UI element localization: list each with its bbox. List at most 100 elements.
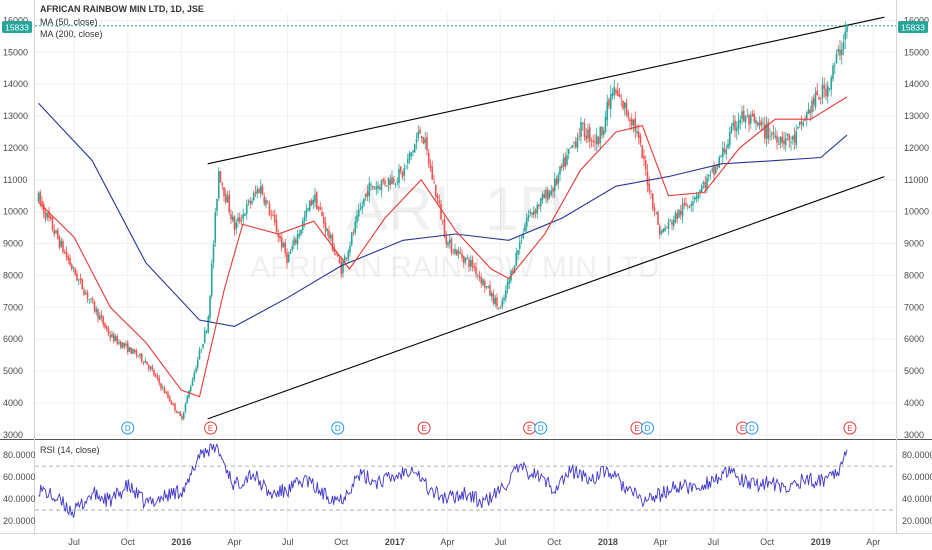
- candle-body: [482, 279, 484, 286]
- candle-body: [328, 230, 330, 239]
- candle-body: [168, 396, 171, 402]
- earnings-marker[interactable]: E: [204, 421, 218, 435]
- legend-rsi[interactable]: RSI (14, close): [40, 445, 100, 455]
- candle-body: [765, 123, 768, 140]
- event-marker-label: E: [634, 424, 639, 433]
- rsi-axis-right[interactable]: 20.0000 40.0000 60.0000 80.0000: [902, 450, 932, 526]
- candle-body: [487, 285, 490, 288]
- candle-body: [359, 208, 362, 210]
- candle-body: [818, 97, 820, 100]
- dividend-marker[interactable]: D: [641, 421, 654, 435]
- earnings-marker[interactable]: E: [523, 421, 537, 435]
- trend-lines[interactable]: [207, 16, 885, 420]
- rsi-axis-left[interactable]: 20.0000 40.0000 60.0000 80.0000: [3, 450, 36, 526]
- candle-body: [739, 119, 742, 123]
- candle-body: [620, 98, 623, 99]
- candle-body: [104, 323, 106, 328]
- candle-body: [560, 165, 563, 168]
- price-axis-right[interactable]: 3000 4000 5000 6000 7000 8000 9000 10000 11000 12…: [904, 15, 929, 439]
- candle-body: [595, 135, 598, 145]
- rsi-tick-label: 60.0000: [902, 472, 932, 482]
- candle-body: [373, 188, 376, 190]
- candle-body: [123, 342, 126, 347]
- candle-body: [791, 136, 794, 140]
- candle-body: [63, 252, 66, 254]
- candle-body: [552, 188, 554, 192]
- candle-body: [737, 120, 740, 129]
- dividend-marker[interactable]: D: [745, 421, 759, 435]
- candle-body: [321, 211, 323, 217]
- rsi-bands: [35, 465, 896, 511]
- candle-body: [697, 194, 700, 198]
- candle-body: [86, 291, 89, 299]
- candle-body: [345, 257, 348, 259]
- candle-body: [317, 207, 320, 209]
- candle-body: [623, 102, 626, 108]
- candle-body: [564, 156, 567, 167]
- candle-body: [81, 278, 84, 289]
- price-tick-label: 11000: [904, 175, 928, 185]
- time-tick-label: Jul: [495, 537, 507, 547]
- dividend-marker[interactable]: D: [534, 421, 548, 435]
- candle-body: [651, 193, 654, 209]
- candle-body: [356, 215, 358, 223]
- candle-body: [314, 194, 316, 203]
- candle-body: [142, 362, 145, 363]
- candle-body: [450, 238, 453, 253]
- upper-trend-line[interactable]: [207, 16, 885, 165]
- candle-body: [583, 123, 586, 137]
- candle-body: [671, 221, 673, 225]
- candle-body: [527, 215, 530, 219]
- candle-body: [599, 126, 602, 144]
- candle-body: [795, 130, 798, 146]
- dividend-marker[interactable]: D: [121, 421, 135, 435]
- candle-body: [69, 258, 71, 265]
- candle-body: [440, 203, 442, 220]
- candle-body: [363, 198, 365, 206]
- candle-body: [804, 120, 806, 121]
- candle-body: [559, 166, 561, 175]
- candle-body: [667, 221, 670, 230]
- candle-body: [175, 411, 178, 414]
- candle-body: [788, 134, 791, 141]
- candle-body: [100, 314, 103, 318]
- candle-body: [126, 342, 129, 353]
- candle-body: [382, 178, 385, 182]
- candle-body: [39, 191, 42, 203]
- candle-body: [503, 297, 505, 301]
- legend-ma50[interactable]: MA (50, close): [40, 17, 98, 27]
- candle-body: [58, 236, 61, 248]
- candle-body: [91, 298, 94, 301]
- candle-body: [548, 192, 551, 198]
- candle-body: [209, 295, 211, 319]
- candle-body: [67, 256, 70, 261]
- candle-body: [497, 307, 500, 309]
- earnings-marker[interactable]: E: [843, 421, 857, 435]
- candle-body: [62, 241, 64, 252]
- candle-body: [777, 143, 780, 145]
- price-axis-left[interactable]: 3000 4000 5000 6000 7000 8000 9000 10000 11000 12…: [3, 15, 28, 439]
- lower-trend-line[interactable]: [207, 176, 885, 420]
- candle-body: [541, 194, 544, 200]
- dividend-marker[interactable]: D: [331, 421, 345, 435]
- candle-body: [501, 300, 504, 307]
- earnings-marker[interactable]: E: [417, 421, 431, 435]
- candle-body: [121, 343, 124, 349]
- price-badge-left: 15833: [2, 21, 32, 33]
- candle-body: [844, 31, 847, 40]
- candle-body: [452, 252, 455, 254]
- time-axis[interactable]: Jul Oct 2016 Apr Jul Oct 2017 Apr Jul Oct 2018 Apr J…: [68, 537, 880, 547]
- legend-ma200[interactable]: MA (200, close): [40, 29, 103, 39]
- candle-body: [805, 112, 808, 121]
- candle-body: [235, 222, 238, 229]
- candle-body: [413, 144, 416, 153]
- candle-body: [515, 252, 518, 266]
- candle-body: [807, 109, 810, 114]
- candle-body: [786, 133, 789, 136]
- candle-body: [681, 204, 684, 217]
- candle-body: [247, 200, 250, 202]
- chart-title[interactable]: AFRICAN RAINBOW MIN LTD, 1D, JSE: [40, 4, 204, 14]
- candle-body: [627, 112, 630, 118]
